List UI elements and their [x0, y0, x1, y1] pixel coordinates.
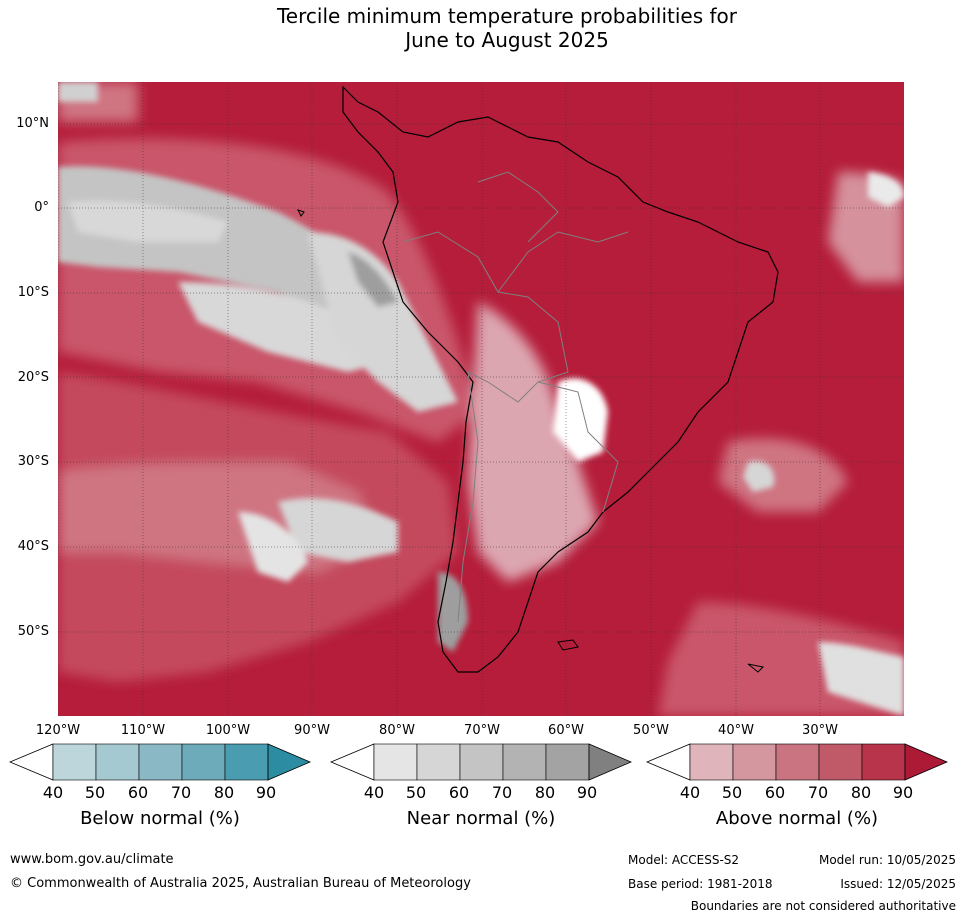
above-tick-70: 70 [807, 783, 829, 802]
colorbar-extend-high [904, 743, 948, 781]
near-tick-40: 40 [363, 783, 385, 802]
lon-label-110w: 110°W [120, 723, 166, 738]
lat-label-10s: 10°S [17, 285, 49, 300]
south-america-coastline [342, 85, 779, 673]
colorbar-extend-high [267, 743, 311, 781]
below-tick-40: 40 [42, 783, 64, 802]
graticule [58, 82, 904, 716]
lon-label-120w: 120°W [35, 723, 81, 738]
lon-label-70w: 70°W [464, 723, 500, 738]
near-normal-title: Near normal (%) [406, 808, 556, 829]
lat-label-50s: 50°S [17, 624, 49, 639]
title-line-2: June to August 2025 [405, 28, 609, 52]
lon-label-60w: 60°W [548, 723, 584, 738]
colorbar-extend-low [9, 743, 54, 781]
colorbar-segment [861, 743, 906, 781]
below-normal-colorbar [9, 743, 311, 781]
colorbar-segment [52, 743, 97, 781]
copyright-text: © Commonwealth of Australia 2025, Austra… [10, 876, 471, 891]
near-tick-70: 70 [491, 783, 513, 802]
website-link[interactable]: www.bom.gov.au/climate [10, 852, 174, 867]
colorbar-segment [181, 743, 226, 781]
colorbar-extend-high [588, 743, 632, 781]
below-tick-60: 60 [127, 783, 149, 802]
colorbar-segment [416, 743, 461, 781]
above-tick-80: 80 [850, 783, 872, 802]
title-line-1: Tercile minimum temperature probabilitie… [276, 4, 738, 28]
lat-label-10n: 10°N [16, 116, 49, 131]
boundaries-disclaimer: Boundaries are not considered authoritat… [690, 899, 956, 913]
above-tick-60: 60 [764, 783, 786, 802]
model-name: Model: ACCESS-S2 [628, 853, 740, 867]
near-tick-50: 50 [405, 783, 427, 802]
colorbar-segment [732, 743, 777, 781]
lon-label-30w: 30°W [802, 723, 838, 738]
colorbar-segment [775, 743, 820, 781]
below-tick-70: 70 [170, 783, 192, 802]
near-tick-60: 60 [448, 783, 470, 802]
colorbar-segment [818, 743, 863, 781]
colorbar-segment [545, 743, 590, 781]
colorbar-segment [224, 743, 269, 781]
lon-label-40w: 40°W [718, 723, 754, 738]
above-normal-colorbar [646, 743, 948, 781]
below-normal-title: Below normal (%) [80, 808, 240, 829]
below-tick-90: 90 [255, 783, 277, 802]
islands [297, 209, 765, 673]
country-borders [402, 171, 629, 623]
map-title: Tercile minimum temperature probabilitie… [0, 4, 965, 52]
below-tick-50: 50 [84, 783, 106, 802]
colorbar-segment [373, 743, 418, 781]
above-tick-40: 40 [679, 783, 701, 802]
model-run-date: Model run: 10/05/2025 [818, 853, 956, 867]
lat-label-40s: 40°S [17, 539, 49, 554]
colorbar-extend-low [646, 743, 691, 781]
colorbar-extend-low [330, 743, 375, 781]
colorbar-segment [502, 743, 547, 781]
lon-label-100w: 100°W [205, 723, 251, 738]
base-period: Base period: 1981-2018 [628, 877, 773, 891]
near-tick-90: 90 [576, 783, 598, 802]
lon-label-50w: 50°W [633, 723, 669, 738]
probability-map [58, 82, 904, 716]
colorbar-segment [95, 743, 140, 781]
lat-label-20s: 20°S [17, 370, 49, 385]
above-tick-90: 90 [892, 783, 914, 802]
near-normal-colorbar [330, 743, 632, 781]
lat-label-30s: 30°S [17, 454, 49, 469]
above-tick-50: 50 [721, 783, 743, 802]
colorbar-segment [138, 743, 183, 781]
lon-label-80w: 80°W [379, 723, 415, 738]
below-tick-80: 80 [213, 783, 235, 802]
colorbar-segment [459, 743, 504, 781]
issued-date: Issued: 12/05/2025 [840, 877, 956, 891]
lat-label-0: 0° [34, 200, 49, 215]
above-normal-title: Above normal (%) [715, 808, 879, 829]
colorbar-segment [689, 743, 734, 781]
near-tick-80: 80 [534, 783, 556, 802]
lon-label-90w: 90°W [294, 723, 330, 738]
